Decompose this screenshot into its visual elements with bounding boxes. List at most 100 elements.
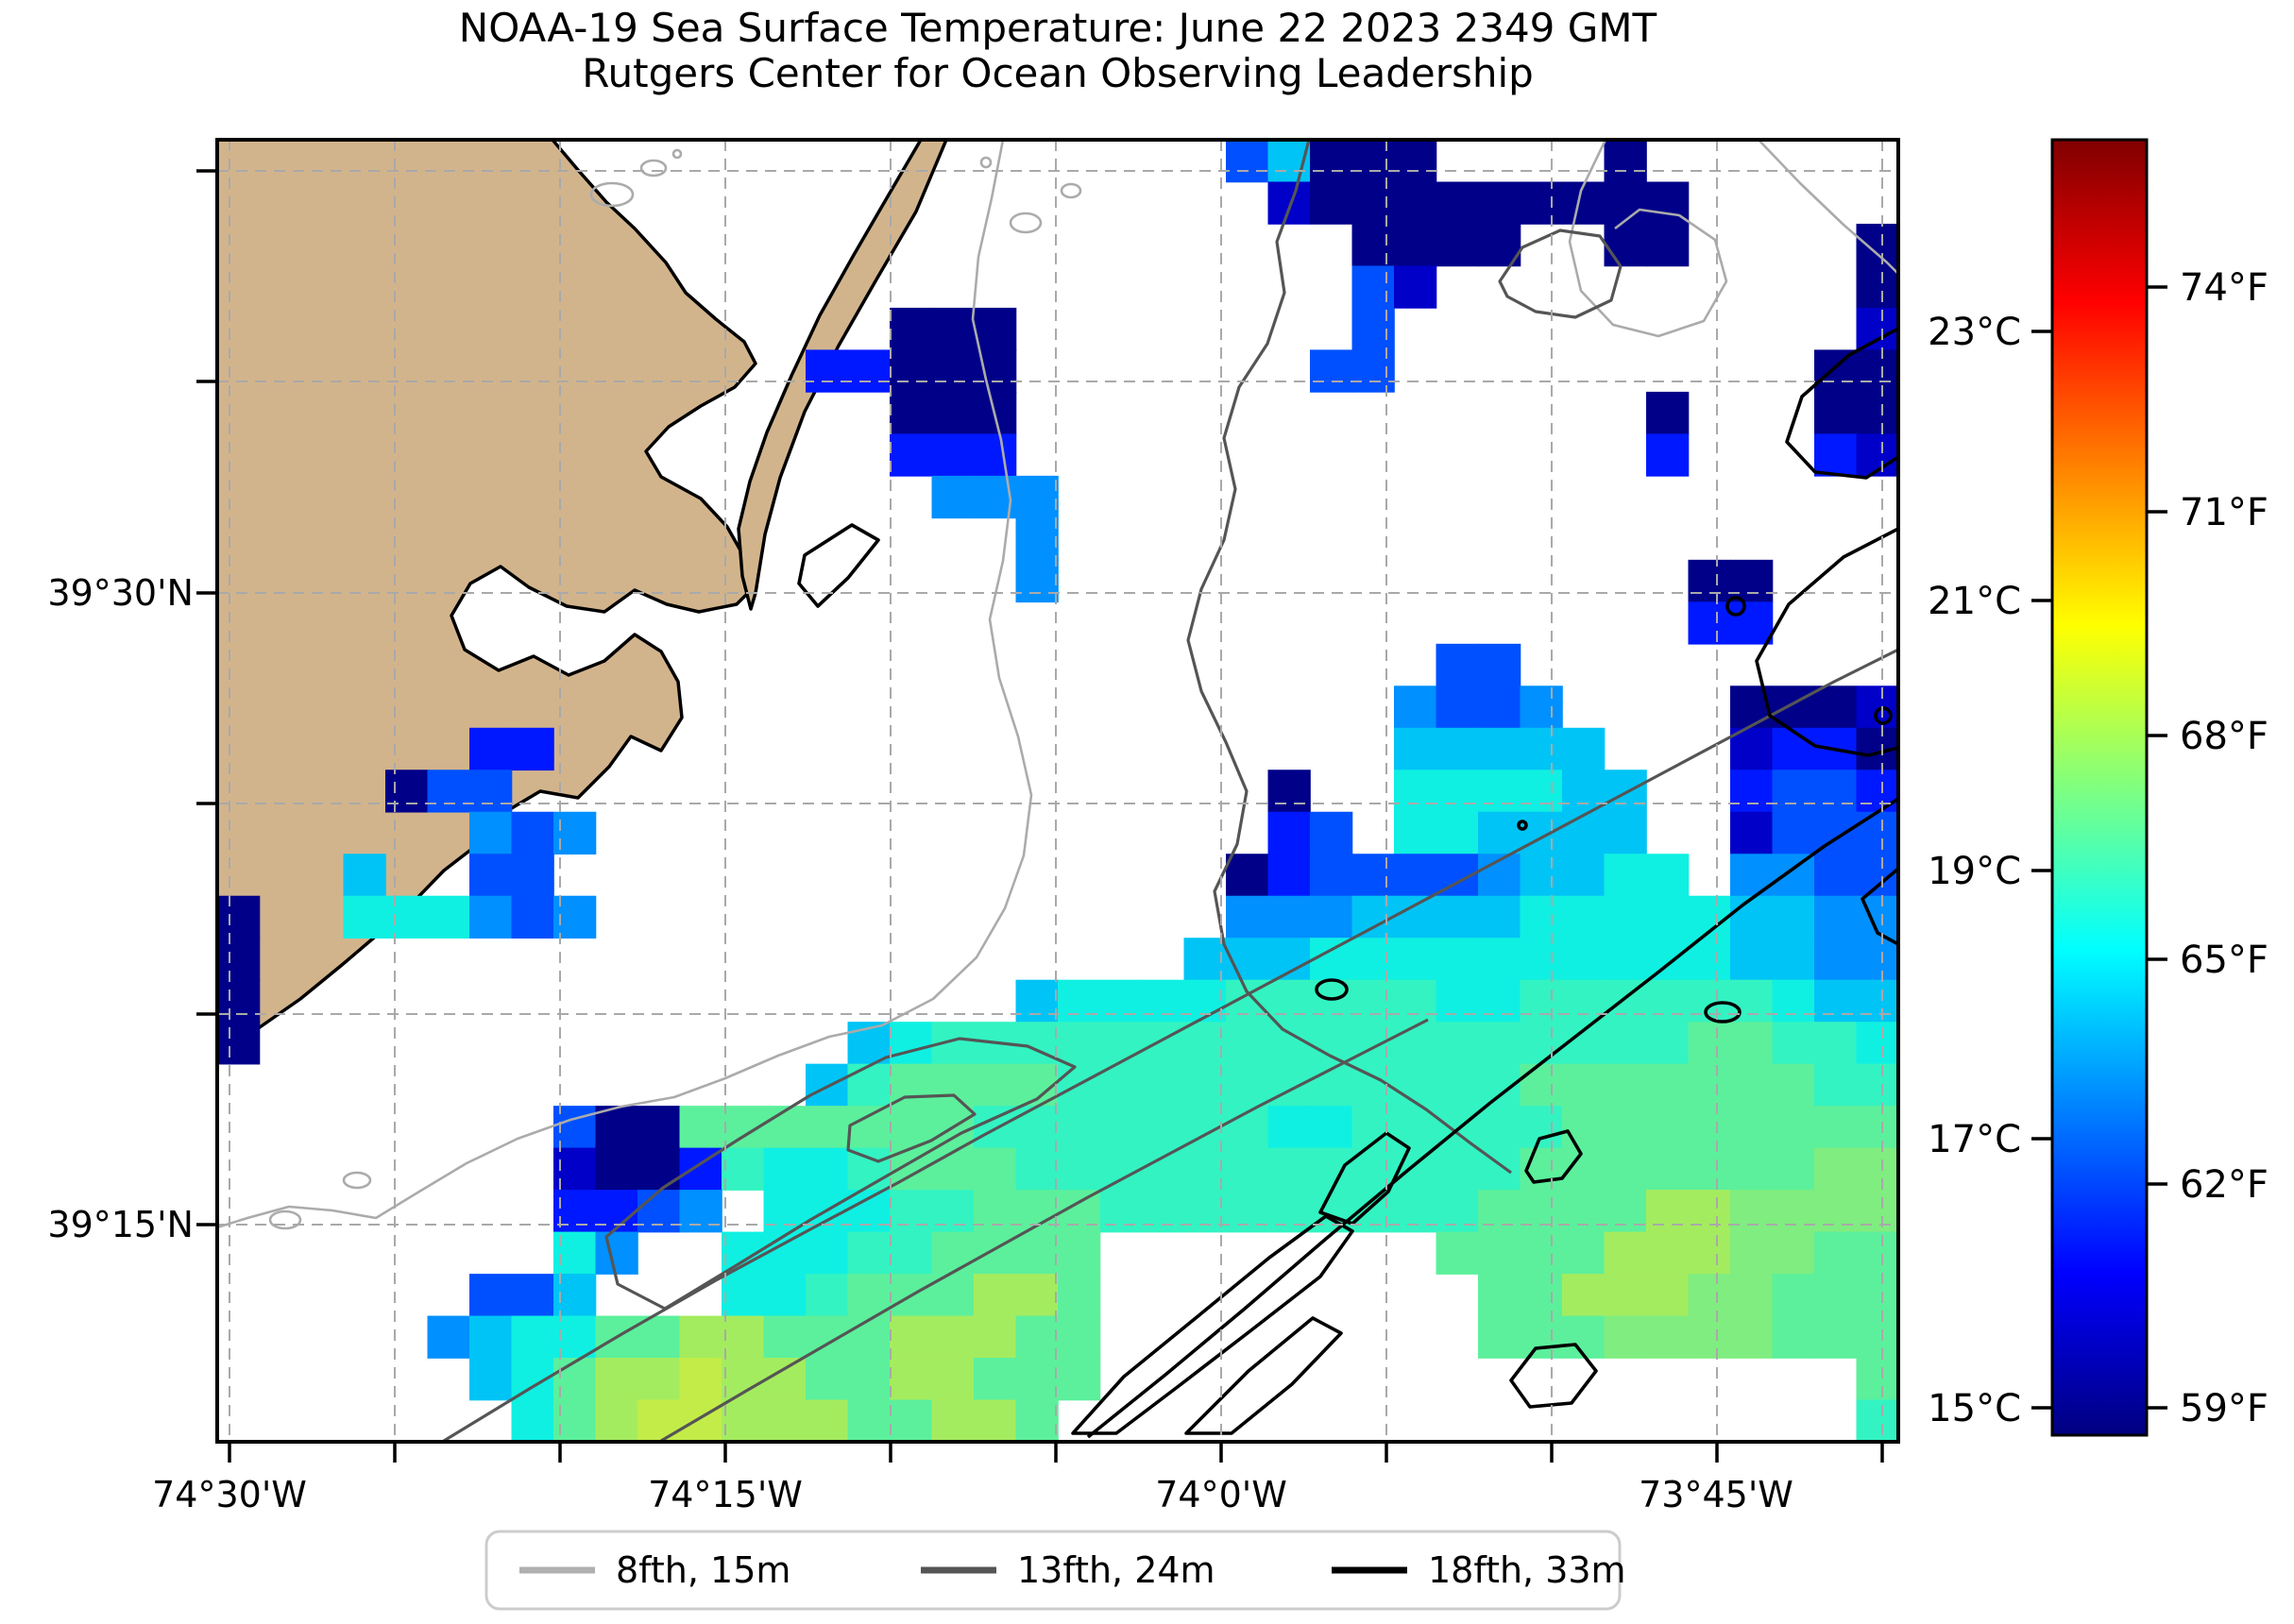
sst-cell: [1562, 938, 1606, 981]
sst-cell: [1267, 1063, 1311, 1107]
sst-cell: [1856, 1190, 1898, 1233]
sst-cell: [847, 1106, 891, 1149]
sst-cell: [931, 433, 975, 477]
sst-cell: [1814, 1315, 1858, 1359]
sst-cell: [1520, 770, 1563, 813]
sst-cell: [1562, 770, 1606, 813]
colorbar-label-fahrenheit: 65°F: [2180, 939, 2269, 982]
colorbar-label-celsius: 17°C: [1928, 1118, 2021, 1161]
sst-cell: [1267, 1190, 1311, 1233]
sst-cell: [1856, 938, 1898, 981]
sst-cell: [1856, 1315, 1898, 1359]
sst-cell: [469, 1358, 513, 1401]
sst-cell: [1226, 854, 1269, 897]
sst-cell: [722, 1274, 765, 1317]
sst-cell: [1646, 895, 1690, 939]
sst-cell: [1058, 1106, 1101, 1149]
sst-cell: [1394, 181, 1437, 225]
sst-cell: [1015, 1399, 1059, 1442]
sst-cell: [1604, 895, 1647, 939]
x-tick-label: 74°15'W: [648, 1474, 803, 1515]
sst-cell: [1604, 1147, 1647, 1191]
sst-cell: [763, 1315, 807, 1359]
sst-cell: [890, 1358, 933, 1401]
sst-cell: [1478, 1106, 1521, 1149]
sst-cell: [1478, 979, 1521, 1023]
sst-cell: [595, 1399, 638, 1442]
sst-cell: [931, 1063, 975, 1107]
sst-cell: [1015, 559, 1059, 603]
sst-cell: [1436, 643, 1479, 687]
sst-cell: [1856, 223, 1898, 267]
sst-cell: [1058, 1358, 1101, 1401]
sst-cell: [1856, 979, 1898, 1023]
sst-cell: [1730, 1106, 1774, 1149]
sst-cell: [763, 1147, 807, 1191]
sst-cell: [1646, 854, 1690, 897]
sst-cell: [1226, 1147, 1269, 1191]
sst-cell: [806, 1063, 849, 1107]
sst-cell: [1226, 140, 1269, 183]
sst-cell: [890, 1315, 933, 1359]
sst-cell: [1856, 811, 1898, 855]
y-tick-label: 39°15'N: [47, 1204, 194, 1245]
sst-cell: [847, 1063, 891, 1107]
land-barrier-island: [737, 140, 948, 611]
sst-cell: [1772, 1190, 1815, 1233]
sst-cell: [1394, 938, 1437, 981]
sst-cell: [1520, 1274, 1563, 1317]
sst-cell: [1814, 895, 1858, 939]
sst-cell: [1267, 1022, 1311, 1065]
sst-cell: [217, 895, 261, 939]
sst-cell: [1142, 1147, 1185, 1191]
sst-cell: [1058, 1022, 1101, 1065]
sst-cell: [974, 1274, 1017, 1317]
sst-cell: [1856, 1063, 1898, 1107]
sst-cell: [1814, 685, 1858, 729]
sst-cell: [427, 1315, 470, 1359]
sst-cell: [1772, 1274, 1815, 1317]
sst-cell: [637, 1147, 681, 1191]
sst-cell: [1015, 517, 1059, 561]
sst-cell: [1142, 1190, 1185, 1233]
sst-cell: [217, 1022, 261, 1065]
sst-cell: [1183, 938, 1227, 981]
sst-cell: [637, 1399, 681, 1442]
sst-cell: [763, 1274, 807, 1317]
sst-cell: [890, 1399, 933, 1442]
sst-cell: [1646, 223, 1690, 267]
sst-cell: [847, 1147, 891, 1191]
sst-cell: [427, 895, 470, 939]
sst-cell: [722, 1399, 765, 1442]
sst-cell: [931, 1358, 975, 1401]
sst-cell: [1394, 265, 1437, 309]
sst-cell: [1688, 1022, 1731, 1065]
sst-cell: [1351, 895, 1395, 939]
sst-cell: [847, 1399, 891, 1442]
sst-cell: [931, 391, 975, 435]
sst-cell: [1015, 1274, 1059, 1317]
sst-cell: [1183, 1022, 1227, 1065]
sst-cell: [1814, 391, 1858, 435]
sst-cell: [1730, 770, 1774, 813]
sst-cell: [1058, 979, 1101, 1023]
sst-cell: [1015, 475, 1059, 519]
sst-cell: [806, 1358, 849, 1401]
sst-cell: [1520, 1063, 1563, 1107]
sst-cell: [1267, 938, 1311, 981]
sst-cell: [1688, 1315, 1731, 1359]
sst-cell: [974, 433, 1017, 477]
sst-cell: [1351, 265, 1395, 309]
sst-cell: [890, 391, 933, 435]
sst-cell: [343, 854, 386, 897]
sst-cell: [1772, 1022, 1815, 1065]
sst-cell: [806, 1106, 849, 1149]
sst-cell: [1772, 895, 1815, 939]
sst-cell: [1310, 181, 1353, 225]
colorbar-label-celsius: 19°C: [1928, 850, 2021, 893]
sst-cell: [1478, 895, 1521, 939]
sst-cell: [1310, 854, 1353, 897]
sst-cell: [1310, 140, 1353, 183]
sst-cell: [469, 854, 513, 897]
